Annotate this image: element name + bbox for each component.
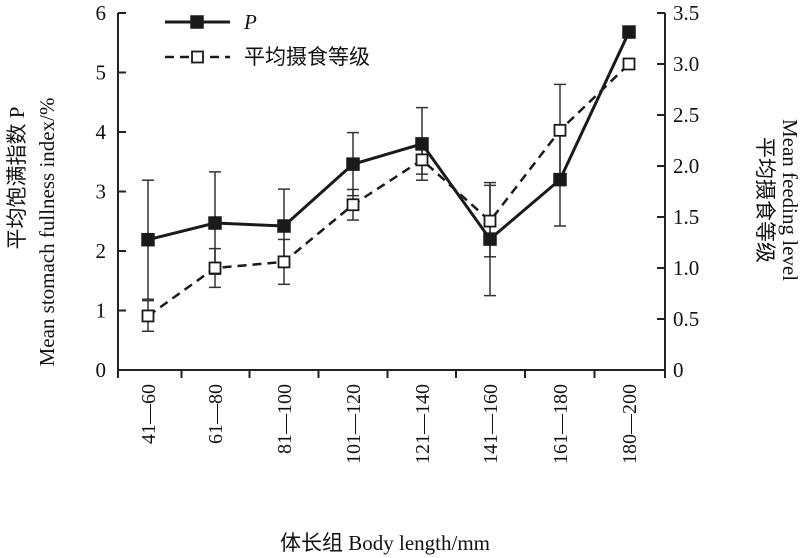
marker-feeding-level: [622, 57, 636, 71]
legend-label-p: P: [243, 10, 257, 34]
x-tick-label: 161—180: [550, 384, 572, 464]
marker-feeding-level: [483, 214, 497, 228]
marker-feeding-level: [277, 255, 291, 269]
y-left-tick-label: 2: [96, 239, 107, 263]
x-tick-label: 141—160: [480, 384, 502, 464]
marker-feeding-level: [415, 153, 429, 167]
marker-feeding-level: [553, 123, 567, 137]
y-left-axis-title-line2: Mean stomach fullness index/%: [35, 98, 59, 367]
y-right-tick-label: 2.0: [673, 154, 699, 178]
y-left-tick-label: 4: [96, 120, 107, 144]
x-tick-label: 81—100: [274, 384, 296, 454]
series-markers: [141, 25, 636, 323]
x-axis-title: 体长组 Body length/mm: [280, 531, 490, 555]
y-left-tick-label: 5: [96, 61, 107, 85]
x-tick-label: 101—120: [343, 384, 365, 464]
y-right-tick-label: 0: [673, 358, 684, 382]
legend: P 平均摄食等级: [165, 10, 370, 69]
marker-p: [141, 232, 155, 247]
y-left-tick-label: 3: [96, 180, 107, 204]
marker-p: [208, 216, 222, 230]
y-left-tick-label: 0: [96, 358, 107, 382]
axis-titles: 体长组 Body length/mm 平均饱满指数 P Mean stomach f…: [5, 98, 800, 555]
marker-p: [553, 172, 567, 187]
series-line-p: [147, 31, 631, 242]
x-tick-label: 41—60: [138, 384, 160, 444]
tick-labels: 0 1 2 3 4 5 6 0 0.5 1.0 1.5 2.0 2.5 3.0 3.5 41—60 61—80 8…: [96, 1, 700, 464]
marker-p: [346, 157, 360, 171]
marker-p: [415, 137, 429, 151]
y-left-tick-label: 6: [96, 1, 107, 25]
y-right-tick-label: 1.0: [673, 256, 699, 280]
series-line-feeding-level: [147, 63, 630, 317]
y-left-axis-title-line1: 平均饱满指数 P: [5, 107, 29, 250]
marker-feeding-level: [208, 261, 222, 275]
marker-p: [622, 25, 636, 39]
y-right-tick-label: 3.0: [673, 52, 699, 76]
legend-marker-p: [190, 15, 204, 29]
x-tick-label: 121—140: [412, 384, 434, 464]
x-tick-label: 61—80: [205, 384, 227, 444]
y-right-tick-label: 3.5: [673, 1, 699, 25]
y-right-tick-label: 0.5: [673, 307, 699, 331]
x-tick-label: 180—200: [619, 384, 641, 464]
y-right-tick-label: 2.5: [673, 103, 699, 127]
y-right-tick-label: 1.5: [673, 205, 699, 229]
y-right-axis-title-line1: 平均摄食等级: [753, 137, 777, 263]
axes: [117, 12, 666, 378]
legend-label-feeding-level: 平均摄食等级: [244, 45, 370, 69]
marker-p: [483, 232, 497, 246]
y-right-axis-title-line2: Mean feeding level: [778, 119, 800, 281]
marker-feeding-level: [346, 198, 360, 212]
series-lines: [147, 31, 631, 317]
y-left-tick-label: 1: [96, 299, 107, 323]
marker-p: [277, 219, 291, 233]
marker-feeding-level: [141, 309, 155, 323]
legend-marker-feeding-level: [191, 50, 204, 64]
